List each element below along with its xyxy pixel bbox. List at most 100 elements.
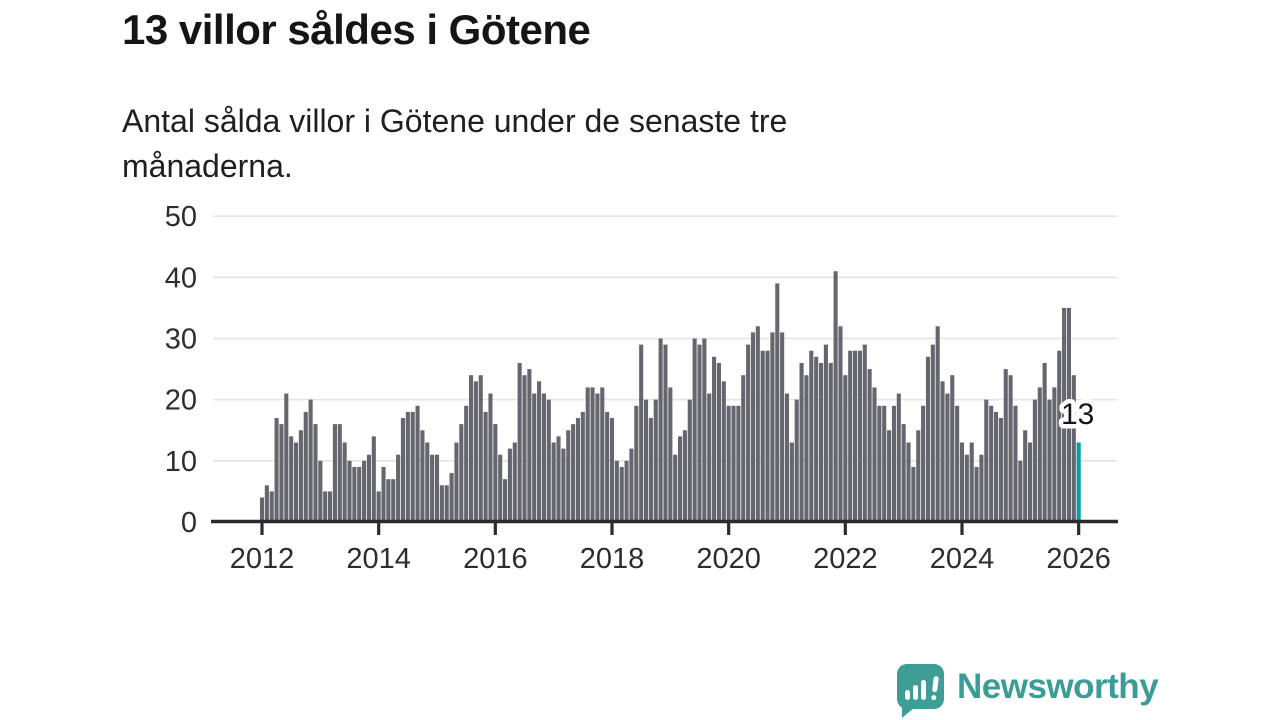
bar xyxy=(634,405,639,522)
bar xyxy=(925,356,931,522)
bar xyxy=(755,326,760,522)
bar xyxy=(293,442,299,522)
bar xyxy=(682,430,687,522)
bar xyxy=(434,454,440,522)
x-axis-label: 2022 xyxy=(813,543,878,575)
bar xyxy=(464,405,469,522)
bar xyxy=(522,375,527,522)
bar xyxy=(848,350,853,522)
bar xyxy=(498,454,503,522)
bar xyxy=(935,326,940,522)
bar xyxy=(712,356,717,522)
bar xyxy=(998,418,1003,522)
bar xyxy=(765,350,770,522)
bar xyxy=(371,436,376,522)
bar xyxy=(1013,405,1018,522)
axes xyxy=(211,519,1118,535)
bar xyxy=(313,424,318,522)
bar xyxy=(770,332,775,522)
bar xyxy=(716,362,721,522)
bar xyxy=(376,491,381,523)
bar xyxy=(643,399,649,522)
bar xyxy=(838,326,843,522)
bar xyxy=(430,454,435,522)
bar xyxy=(789,442,794,522)
x-axis-label: 2020 xyxy=(696,543,761,575)
bar xyxy=(629,448,634,522)
logo-bar-tall xyxy=(921,680,926,700)
bar xyxy=(823,344,828,522)
bar xyxy=(872,387,877,522)
bar xyxy=(648,418,653,522)
bar xyxy=(731,405,736,522)
bar xyxy=(308,399,313,522)
bar xyxy=(405,411,410,522)
bar xyxy=(600,387,605,522)
bar xyxy=(566,430,571,522)
bar xyxy=(916,430,921,522)
bar xyxy=(493,424,498,522)
x-axis-label: 2016 xyxy=(463,543,528,575)
bar xyxy=(1032,399,1037,522)
bar xyxy=(624,460,629,522)
bar xyxy=(780,332,785,522)
bar xyxy=(1003,369,1008,522)
bar xyxy=(979,454,984,522)
bar xyxy=(726,405,731,522)
bar xyxy=(1066,307,1071,522)
bar xyxy=(877,405,882,522)
bar xyxy=(289,436,294,522)
bar xyxy=(264,485,269,522)
bar xyxy=(974,466,979,522)
bar xyxy=(964,454,969,522)
bar xyxy=(867,369,872,522)
bar xyxy=(940,381,945,522)
bar xyxy=(828,362,833,522)
bar xyxy=(571,424,576,522)
bar-value-annotation: 13 xyxy=(1061,398,1094,431)
bar xyxy=(668,387,673,522)
bar xyxy=(784,393,790,522)
bar xyxy=(857,350,862,522)
bar xyxy=(794,399,799,522)
bar xyxy=(1052,387,1057,522)
bar xyxy=(410,411,415,522)
bar xyxy=(318,460,323,522)
axis-labels: 0 10 20 30 40 50 2012 2014 2016 2018 2020 2022 2024 2… xyxy=(165,201,1111,575)
bar xyxy=(663,344,668,522)
bar xyxy=(590,387,595,522)
bar xyxy=(702,338,707,522)
bar xyxy=(386,479,391,522)
bar xyxy=(580,411,585,522)
logo-exclamation-mark xyxy=(930,675,939,701)
bar xyxy=(337,424,342,522)
bar xyxy=(527,369,532,522)
bar xyxy=(1071,375,1076,522)
bar xyxy=(853,350,858,522)
bar xyxy=(619,466,624,522)
bar xyxy=(546,399,551,522)
bar xyxy=(1023,430,1028,522)
bar xyxy=(746,344,751,522)
logo-bar-small xyxy=(905,690,910,700)
bar xyxy=(478,375,483,522)
bar xyxy=(950,375,955,522)
bar xyxy=(468,375,474,522)
page-subtitle: Antal sålda villor i Götene under de sen… xyxy=(122,99,787,189)
bar xyxy=(512,442,517,522)
bar xyxy=(1042,362,1047,522)
bar xyxy=(357,466,362,522)
bar xyxy=(609,418,615,522)
bar xyxy=(882,405,887,522)
bar xyxy=(843,375,848,522)
bar xyxy=(911,466,916,522)
bar xyxy=(862,344,867,522)
bar xyxy=(741,375,746,522)
bar xyxy=(483,411,488,522)
y-axis-label: 0 xyxy=(181,507,197,539)
bar xyxy=(687,399,692,522)
bar xyxy=(989,405,994,522)
bar xyxy=(595,393,600,522)
bar xyxy=(274,418,279,522)
